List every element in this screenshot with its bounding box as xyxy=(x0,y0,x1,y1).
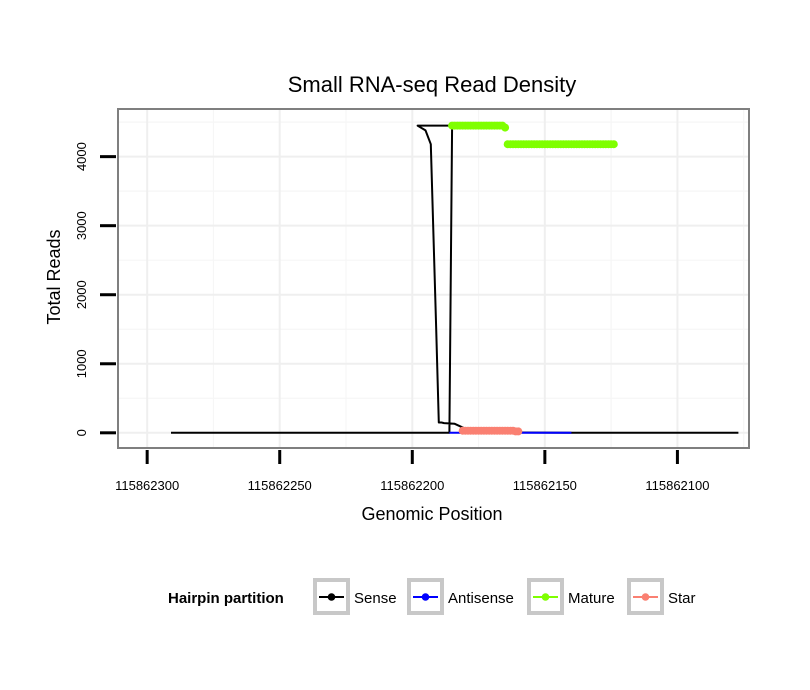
legend-label-sense: Sense xyxy=(354,590,397,607)
legend-key-point-sense xyxy=(327,593,336,601)
chart-title: Small RNA-seq Read Density xyxy=(288,72,577,97)
x-tick-label: 115862100 xyxy=(645,478,709,493)
y-tick-label: 2000 xyxy=(74,280,89,309)
legend-label-mature: Mature xyxy=(568,590,615,607)
y-tick-label: 1000 xyxy=(74,349,89,378)
legend-key-point-antisense xyxy=(421,593,430,601)
y-tick-label: 4000 xyxy=(74,142,89,171)
mature-point xyxy=(501,123,510,132)
series-line-sense xyxy=(171,124,739,434)
mature-point xyxy=(609,140,618,149)
y-axis-title: Total Reads xyxy=(44,229,64,324)
panel-background xyxy=(118,109,749,448)
x-axis: 115862300 115862250 115862200 115862150 1158… xyxy=(115,450,709,493)
panel-border xyxy=(117,108,750,449)
y-axis: 0 1000 2000 3000 4000 xyxy=(74,142,116,436)
legend-label-star: Star xyxy=(668,590,696,607)
legend-key-point-star xyxy=(641,593,650,601)
x-axis-title: Genomic Position xyxy=(361,504,502,524)
legend-label-antisense: Antisense xyxy=(448,590,514,607)
x-tick-label: 115862200 xyxy=(380,478,444,493)
star-point xyxy=(514,427,523,436)
x-tick-label: 115862250 xyxy=(248,478,312,493)
x-tick-label: 115862300 xyxy=(115,478,179,493)
y-tick-label: 3000 xyxy=(74,211,89,240)
plot-panel xyxy=(117,108,750,449)
legend-key-point-mature xyxy=(541,593,550,601)
legend-title: Hairpin partition xyxy=(168,590,284,607)
y-tick-label: 0 xyxy=(74,429,89,436)
legend: Hairpin partition Sense Antisense Mature St… xyxy=(168,578,696,615)
x-tick-label: 115862150 xyxy=(513,478,577,493)
